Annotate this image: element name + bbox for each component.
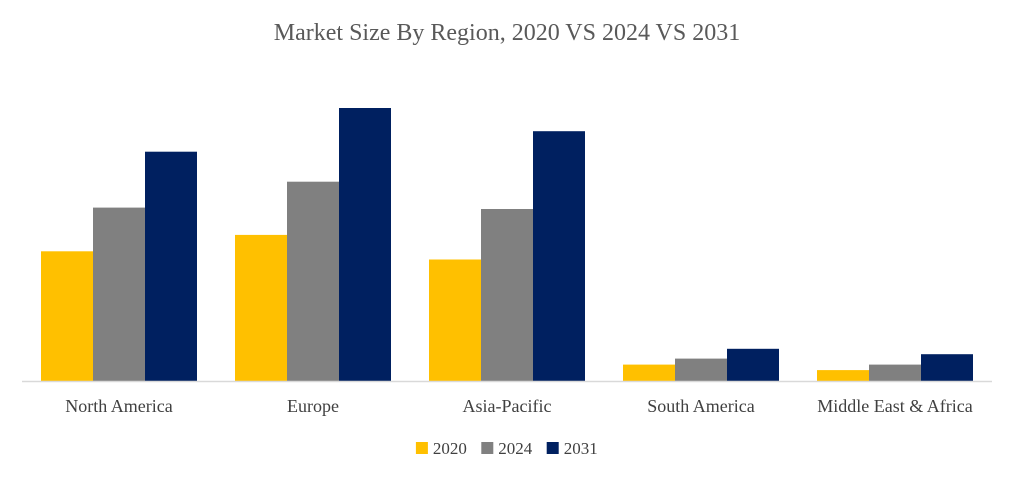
bar-europe-2020	[235, 234, 287, 381]
bar-middle-east-and-africa-2020	[817, 370, 869, 381]
bar-north-america-2024	[93, 207, 145, 381]
legend-label-2031: 2031	[564, 439, 598, 458]
legend-swatch-2024	[481, 442, 494, 454]
bar-south-america-2031	[727, 348, 779, 381]
bar-middle-east-and-africa-2031	[921, 354, 973, 381]
chart-title: Market Size By Region, 2020 VS 2024 VS 2…	[274, 20, 740, 46]
legend: 2020 2024 2031	[415, 439, 598, 458]
x-tick-label-asia-pacific: Asia-Pacific	[463, 396, 552, 416]
bars-layer	[41, 108, 973, 381]
bar-asia-pacific-2020	[429, 259, 481, 381]
x-tick-label-middle-east-and-africa: Middle East & Africa	[817, 396, 972, 416]
bar-middle-east-and-africa-2024	[869, 364, 921, 381]
bar-south-america-2020	[623, 364, 675, 381]
x-tick-label-north-america: North America	[65, 396, 172, 416]
bar-europe-2024	[287, 181, 339, 381]
legend-swatch-2020	[415, 442, 428, 454]
legend-swatch-2031	[546, 442, 559, 454]
bar-europe-2031	[339, 108, 391, 381]
legend-label-2020: 2020	[433, 439, 467, 458]
x-tick-label-south-america: South America	[647, 396, 754, 416]
bar-south-america-2024	[675, 358, 727, 381]
bar-asia-pacific-2024	[481, 209, 533, 381]
bar-north-america-2020	[41, 251, 93, 381]
x-tick-label-europe: Europe	[287, 396, 339, 416]
bar-north-america-2031	[145, 151, 197, 381]
bar-asia-pacific-2031	[533, 131, 585, 381]
legend-label-2024: 2024	[498, 439, 533, 458]
category-labels: North America Europe Asia-Pacific South Ame…	[65, 396, 972, 416]
